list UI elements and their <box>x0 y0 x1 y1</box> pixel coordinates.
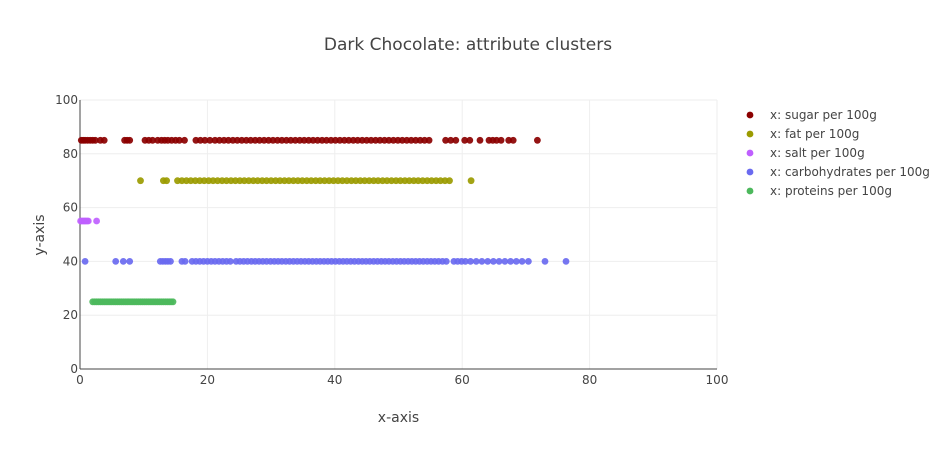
data-point <box>478 258 486 265</box>
x-tick-label: 80 <box>582 373 597 387</box>
data-point <box>169 298 177 306</box>
y-tick-label: 60 <box>63 201 78 215</box>
legend-marker <box>746 187 754 195</box>
x-tick-label: 40 <box>327 373 342 387</box>
x-axis-title: x-axis <box>378 410 419 426</box>
data-point <box>466 136 474 144</box>
x-tick-label: 60 <box>455 373 470 387</box>
data-point <box>446 177 453 185</box>
data-point <box>176 136 183 144</box>
chart-title: Dark Chocolate: attribute clusters <box>324 35 612 55</box>
y-tick-label: 0 <box>70 362 78 376</box>
data-point <box>126 258 134 265</box>
data-point <box>507 258 514 265</box>
data-points <box>77 136 570 306</box>
axes: 0 20 40 60 80 100 0 20 40 60 80 100 <box>55 93 728 387</box>
y-tick-label: 20 <box>63 308 78 322</box>
data-point <box>490 258 497 265</box>
data-point <box>484 258 492 265</box>
data-point <box>149 136 157 144</box>
data-point <box>509 136 517 144</box>
y-axis-title: y-axis <box>32 214 48 255</box>
data-point <box>541 258 549 265</box>
data-point <box>452 136 460 144</box>
data-point <box>126 136 134 144</box>
legend-marker <box>746 130 754 138</box>
data-point <box>462 258 469 265</box>
data-point <box>518 258 526 265</box>
data-point <box>501 258 509 265</box>
data-point <box>206 136 214 144</box>
data-point <box>525 258 532 265</box>
data-point <box>201 136 209 144</box>
y-tick-label: 80 <box>63 147 78 161</box>
legend-label: x: fat per 100g <box>770 127 859 141</box>
data-point <box>447 136 455 144</box>
data-point <box>163 177 171 185</box>
data-point <box>119 258 127 265</box>
data-point <box>562 258 570 265</box>
data-point <box>512 258 520 265</box>
data-point <box>425 136 433 144</box>
data-point <box>467 177 475 185</box>
data-point <box>497 136 505 144</box>
data-point <box>167 258 174 265</box>
data-point <box>534 136 541 144</box>
legend-label: x: salt per 100g <box>770 146 865 160</box>
data-point <box>226 258 234 265</box>
data-point <box>461 136 469 144</box>
data-point <box>93 217 100 225</box>
x-tick-label: 100 <box>706 373 729 387</box>
y-tick-label: 100 <box>55 93 78 107</box>
data-point <box>181 258 189 265</box>
data-point <box>467 258 474 265</box>
data-point <box>91 136 99 144</box>
legend-label: x: proteins per 100g <box>770 184 892 198</box>
data-point <box>442 136 449 144</box>
data-point <box>181 136 188 144</box>
data-point <box>495 258 503 265</box>
data-point <box>112 258 120 265</box>
legend: x: sugar per 100g x: fat per 100g x: salt … <box>746 108 930 198</box>
x-tick-label: 0 <box>76 373 84 387</box>
legend-label: x: sugar per 100g <box>770 108 877 122</box>
x-tick-label: 20 <box>200 373 215 387</box>
data-point <box>476 136 484 144</box>
data-point <box>84 217 92 225</box>
data-point <box>472 258 480 265</box>
data-point <box>137 177 144 185</box>
legend-marker <box>746 149 754 157</box>
legend-marker <box>746 111 754 119</box>
legend-label: x: carbohydrates per 100g <box>770 165 930 179</box>
data-point <box>100 136 108 144</box>
y-tick-label: 40 <box>63 254 78 268</box>
data-point <box>81 258 89 265</box>
legend-marker <box>746 168 754 176</box>
data-point <box>442 258 450 265</box>
